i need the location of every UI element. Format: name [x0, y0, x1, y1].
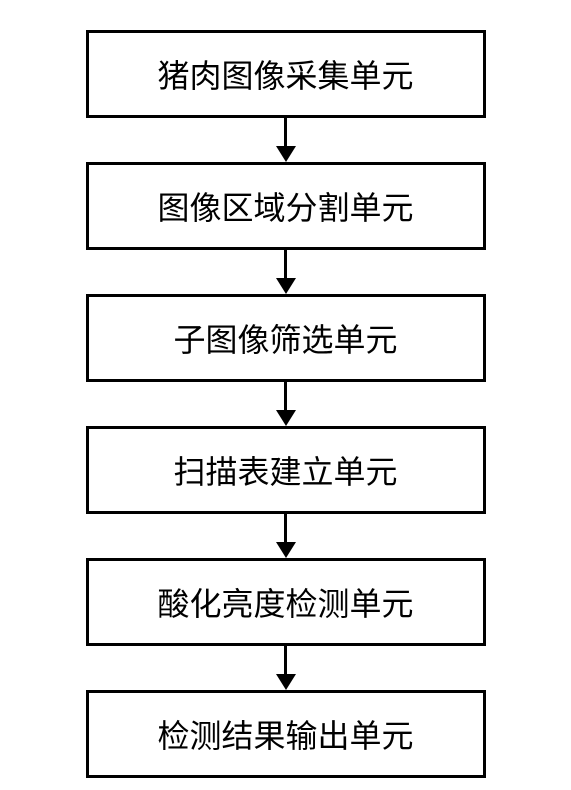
flow-node-5: 酸化亮度检测单元 — [86, 558, 486, 646]
arrow-line-icon — [284, 514, 287, 542]
arrow-head-icon — [276, 542, 296, 558]
flow-node-3-label: 子图像筛选单元 — [173, 315, 397, 361]
arrow-5 — [276, 646, 296, 690]
arrow-4 — [276, 514, 296, 558]
flow-node-4-label: 扫描表建立单元 — [173, 447, 397, 493]
flow-node-2-label: 图像区域分割单元 — [157, 183, 413, 229]
arrow-3 — [276, 382, 296, 426]
arrow-head-icon — [276, 674, 296, 690]
flow-node-6: 检测结果输出单元 — [86, 690, 486, 778]
arrow-head-icon — [276, 278, 296, 294]
flow-node-2: 图像区域分割单元 — [86, 162, 486, 250]
arrow-head-icon — [276, 146, 296, 162]
flowchart-container: 猪肉图像采集单元 图像区域分割单元 子图像筛选单元 扫描表建立单元 酸化亮度检测… — [86, 30, 486, 778]
flow-node-1: 猪肉图像采集单元 — [86, 30, 486, 118]
flow-node-4: 扫描表建立单元 — [86, 426, 486, 514]
arrow-line-icon — [284, 250, 287, 278]
flow-node-6-label: 检测结果输出单元 — [157, 711, 413, 757]
arrow-line-icon — [284, 646, 287, 674]
flow-node-5-label: 酸化亮度检测单元 — [157, 579, 413, 625]
flow-node-1-label: 猪肉图像采集单元 — [157, 51, 413, 97]
arrow-line-icon — [284, 382, 287, 410]
arrow-2 — [276, 250, 296, 294]
arrow-line-icon — [284, 118, 287, 146]
arrow-head-icon — [276, 410, 296, 426]
arrow-1 — [276, 118, 296, 162]
flow-node-3: 子图像筛选单元 — [86, 294, 486, 382]
